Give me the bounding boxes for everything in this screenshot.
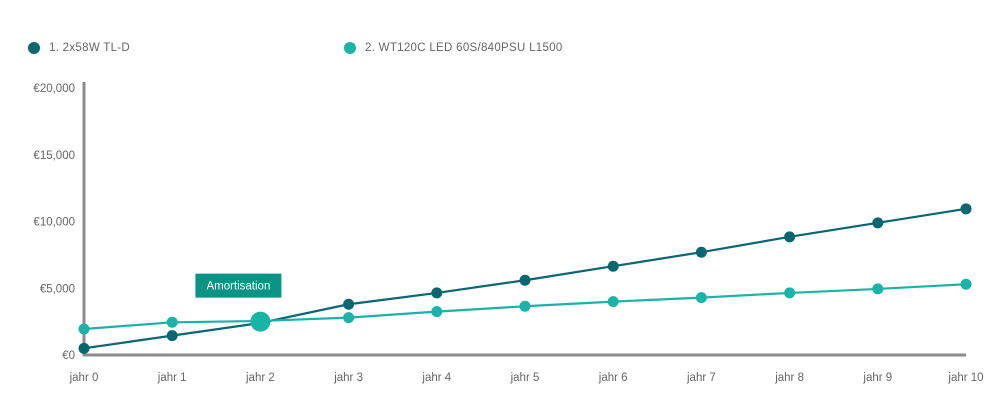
y-tick-label: €5,000 xyxy=(40,283,75,295)
series-2-point xyxy=(343,312,355,324)
x-tick-label: jahr 8 xyxy=(774,372,804,384)
series-2-point xyxy=(960,278,972,290)
y-tick-label: €10,000 xyxy=(33,217,75,229)
amortisation-point xyxy=(250,311,271,332)
x-tick-label: jahr 1 xyxy=(157,372,187,384)
x-tick-label: jahr 9 xyxy=(862,372,892,384)
series-1-point xyxy=(166,330,178,342)
series-1-point xyxy=(695,246,707,258)
series-2-point xyxy=(784,287,796,299)
series-2-point xyxy=(695,292,707,304)
legend-dot-series-1 xyxy=(28,42,40,54)
legend-dot-series-2 xyxy=(344,42,356,54)
x-tick-label: jahr 3 xyxy=(333,372,363,384)
y-tick-label: €0 xyxy=(62,350,75,362)
x-tick-label: jahr 0 xyxy=(69,372,99,384)
legend-label-series-2: 2. WT120C LED 60S/840PSU L1500 xyxy=(365,42,563,54)
series-1-point xyxy=(431,287,443,299)
x-tick-label: jahr 5 xyxy=(510,372,540,384)
series-2-point xyxy=(519,300,531,312)
series-2-point xyxy=(78,323,90,335)
series-1-point xyxy=(519,274,531,286)
series-1-point xyxy=(78,342,90,354)
series-1-point xyxy=(343,298,355,310)
series-2-point xyxy=(166,316,178,328)
x-tick-label: jahr 2 xyxy=(245,372,275,384)
series-1-point xyxy=(872,217,884,229)
x-tick-label: jahr 4 xyxy=(421,372,451,384)
amortisation-label: Amortisation xyxy=(206,281,270,293)
legend-item-series-1[interactable]: 1. 2x58W TL-D xyxy=(28,42,130,54)
series-2-point xyxy=(607,296,619,308)
legend-item-series-2[interactable]: 2. WT120C LED 60S/840PSU L1500 xyxy=(344,42,563,54)
legend-label-series-1: 1. 2x58W TL-D xyxy=(49,42,131,54)
series-1-point xyxy=(960,203,972,215)
chart-legend: 1. 2x58W TL-D 2. WT120C LED 60S/840PSU L… xyxy=(28,42,988,62)
x-tick-label: jahr 10 xyxy=(947,372,983,384)
y-tick-label: €20,000 xyxy=(33,83,75,95)
series-2-point xyxy=(872,283,884,295)
series-1-point xyxy=(784,231,796,243)
x-tick-label: jahr 7 xyxy=(686,372,716,384)
y-tick-label: €15,000 xyxy=(33,150,75,162)
series-2-point xyxy=(431,306,443,318)
series-1-point xyxy=(607,260,619,272)
amortisation-label-box xyxy=(195,273,282,298)
x-tick-label: jahr 6 xyxy=(598,372,628,384)
